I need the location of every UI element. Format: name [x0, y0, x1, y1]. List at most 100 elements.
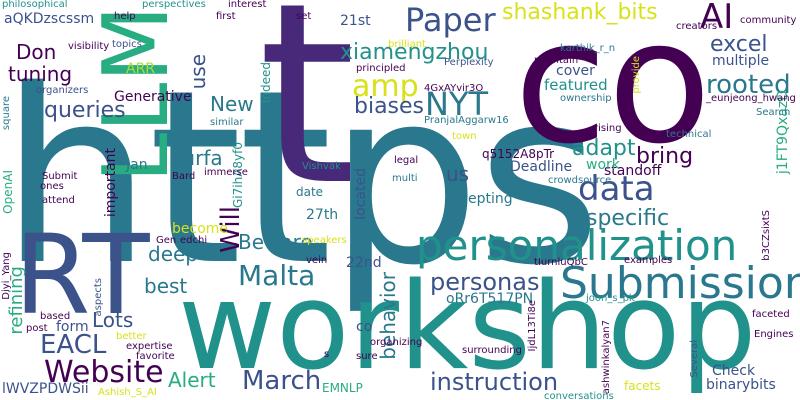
word-vishvak: Vishvak: [302, 161, 341, 172]
word-21st: 21st: [340, 13, 371, 29]
word-s: s: [324, 349, 330, 360]
word-perplexity: Perplexity: [444, 57, 494, 68]
word-sure: sure: [356, 351, 378, 362]
word-binarybits: binarybits: [706, 377, 776, 393]
word-diyi-yang: Diyi_Yang: [1, 252, 12, 300]
word-important: important: [103, 148, 119, 218]
word-4gxavvir30: 4GxAYvir3O: [424, 83, 484, 94]
word-rt: RT: [14, 211, 150, 339]
word-standoff: standoff: [604, 163, 662, 179]
word-several: Several: [689, 340, 700, 378]
word-alert: Alert: [168, 368, 216, 392]
word-arr: ARR: [126, 61, 156, 77]
word-march: March: [242, 366, 322, 396]
word-conversations: conversations: [544, 391, 614, 400]
word-don: Don: [16, 40, 57, 64]
word-gen: Gen: [156, 235, 177, 246]
word-deadline: Deadline: [510, 159, 573, 175]
word-aqkdzscssm: aQKDzscssm: [4, 11, 95, 27]
word-deep: deep: [148, 242, 198, 266]
word-22nd: 22nd: [346, 255, 382, 271]
word-topics: topics: [112, 39, 142, 50]
word-multiple: multiple: [712, 53, 770, 69]
word-surrounding: surrounding: [462, 345, 522, 356]
word-work: work: [586, 157, 620, 173]
word-accepting: accepting: [444, 191, 513, 207]
word-principled: principled: [356, 63, 406, 74]
word-beware: Beware: [238, 230, 313, 254]
word-excel: excel: [710, 32, 768, 57]
word-generative: Generative: [114, 89, 192, 105]
word-brilliant: brilliant: [388, 39, 426, 50]
word-eacl: EACL: [40, 330, 107, 360]
word-ownership: ownership: [560, 93, 612, 104]
word-rooted: rooted: [706, 70, 791, 100]
word-date: date: [296, 185, 324, 199]
word-tuning: tuning: [8, 62, 73, 86]
word-adapt: adapt: [572, 136, 636, 161]
word-set: set: [296, 11, 312, 22]
word-q5152a8ptr: q5152A8pTr: [482, 147, 555, 161]
word-submit: Submit: [42, 171, 78, 182]
word-use: use: [186, 54, 210, 90]
word-best: best: [144, 274, 188, 298]
word-website: Website: [44, 355, 164, 390]
word-us: us: [446, 162, 470, 186]
word-joon-s-pk: joon_s_pk: [586, 293, 635, 304]
word-bring: bring: [636, 144, 694, 169]
word-form: form: [56, 319, 89, 335]
word-openai: OpenAI: [1, 170, 15, 214]
word-karthik-r-n: karthik_r_n: [560, 43, 616, 54]
word-become: become: [172, 221, 229, 237]
word-technical: technical: [666, 129, 712, 140]
word-square: square: [1, 96, 12, 131]
word-located: located: [353, 168, 369, 220]
word-https: https: [0, 38, 602, 318]
word-submission: Submission: [560, 258, 800, 309]
word-b3czsixtts: b3CZsixtS: [761, 210, 772, 261]
word-jan: Jan: [126, 157, 148, 173]
word-pranjalaggarw16: PranjalAggarw16: [424, 115, 509, 126]
word-indeed: Indeed: [259, 62, 273, 104]
word-interest: interest: [228, 0, 267, 10]
word-organizers: organizers: [36, 85, 89, 96]
word-engines: Engines: [754, 329, 794, 340]
word-favorite: favorite: [136, 351, 175, 362]
word-ashish-s-ai: Ashish_S_AI: [98, 387, 157, 398]
word-xiamengzhou: xiamengzhou: [340, 40, 489, 65]
word-post: post: [26, 323, 48, 334]
word-community: community: [740, 15, 797, 26]
word-co-small: co: [356, 319, 373, 335]
word-search: Search: [756, 107, 791, 118]
word-town: town: [452, 131, 477, 142]
word-philosophical: philosophical: [2, 0, 68, 10]
word-multi: multi: [392, 173, 418, 184]
word-queries: queries: [44, 98, 126, 123]
word-orr6t517pn: oRr6T517PN: [446, 291, 534, 307]
word-new: New: [210, 92, 254, 116]
word-malta: Malta: [238, 259, 316, 292]
word-eunjeong-hwang: _eunjeong_hwang: [706, 93, 796, 104]
word-vein: vein: [306, 255, 328, 266]
word-visibility: visibility: [68, 41, 110, 52]
word-amp: amp: [352, 69, 419, 104]
word-lots: Lots: [92, 308, 134, 332]
word-organizing: organizing: [370, 337, 423, 348]
word-better: better: [116, 331, 147, 342]
word-faceted: faceted: [752, 309, 790, 320]
word-examples: examples: [624, 255, 673, 266]
word-ones: ones: [40, 181, 64, 192]
word-ijdl13ti8e: IjdL13Ti8e: [527, 300, 538, 352]
word-bard: Bard: [172, 171, 196, 182]
word-edchi: edchi: [180, 235, 208, 246]
word-emnlp: EMNLP: [322, 381, 363, 395]
word-help: help: [114, 11, 136, 22]
word-immerse: immerse: [204, 167, 248, 178]
word-crowdsource: crowdsource: [548, 175, 612, 186]
word-check: Check: [712, 363, 756, 379]
word-featured: featured: [544, 76, 608, 94]
word-ai: AI: [700, 0, 734, 37]
word-based: based: [40, 311, 71, 322]
word-surfa: surfa: [172, 146, 223, 170]
